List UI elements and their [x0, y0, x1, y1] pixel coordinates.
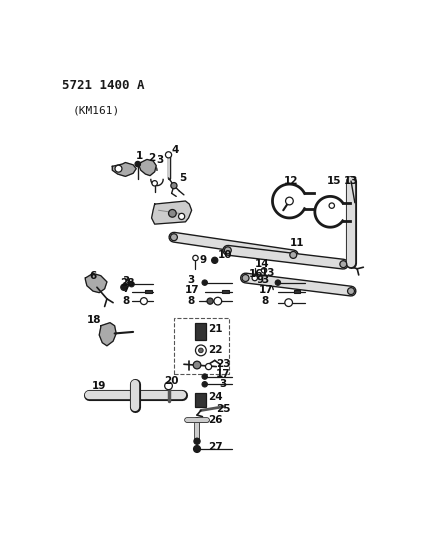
Circle shape: [285, 197, 293, 205]
Bar: [294, 290, 300, 294]
Text: 3: 3: [261, 276, 268, 285]
Circle shape: [152, 181, 158, 186]
Circle shape: [202, 382, 208, 387]
Circle shape: [135, 161, 140, 167]
Text: 8: 8: [261, 296, 268, 306]
Circle shape: [290, 252, 297, 259]
Text: 8: 8: [122, 296, 130, 306]
Text: 13: 13: [343, 176, 358, 186]
Text: 4: 4: [172, 145, 179, 155]
Polygon shape: [85, 273, 107, 293]
Text: 17: 17: [259, 285, 273, 295]
Circle shape: [115, 165, 122, 172]
Text: 12: 12: [284, 176, 298, 186]
Circle shape: [121, 284, 127, 290]
Circle shape: [193, 255, 198, 261]
Circle shape: [193, 446, 200, 453]
Text: 5: 5: [179, 173, 187, 183]
Text: 26: 26: [208, 415, 223, 425]
Text: 9: 9: [256, 276, 264, 285]
Polygon shape: [152, 201, 192, 224]
Circle shape: [224, 247, 231, 254]
Circle shape: [194, 438, 200, 445]
Circle shape: [207, 298, 213, 304]
Circle shape: [171, 182, 177, 189]
Text: 8: 8: [187, 296, 194, 306]
Text: 13: 13: [261, 269, 276, 278]
Circle shape: [140, 297, 147, 304]
Circle shape: [212, 257, 218, 263]
Text: 7: 7: [122, 284, 130, 294]
Polygon shape: [139, 159, 156, 175]
Circle shape: [214, 297, 222, 305]
Text: 3: 3: [122, 276, 130, 286]
Bar: [174, 318, 229, 374]
Circle shape: [329, 203, 334, 208]
Text: 16: 16: [249, 269, 263, 279]
Circle shape: [166, 152, 172, 158]
Text: (KM161): (KM161): [73, 105, 120, 115]
Text: 18: 18: [87, 316, 101, 325]
Bar: [196, 324, 206, 341]
Text: 24: 24: [208, 392, 223, 401]
Text: 17: 17: [185, 285, 199, 295]
Text: 25: 25: [216, 404, 231, 414]
Circle shape: [242, 274, 249, 281]
Text: 6: 6: [89, 271, 96, 281]
Circle shape: [193, 361, 201, 369]
Circle shape: [202, 280, 208, 285]
Circle shape: [205, 364, 212, 370]
Text: 10: 10: [218, 250, 232, 260]
Text: 27: 27: [208, 442, 223, 453]
Text: 19: 19: [92, 381, 106, 391]
Circle shape: [285, 299, 292, 306]
Polygon shape: [99, 322, 116, 346]
Text: 22: 22: [208, 345, 223, 356]
Circle shape: [165, 382, 172, 390]
Text: 17: 17: [216, 369, 231, 379]
Circle shape: [129, 281, 134, 287]
Circle shape: [348, 288, 354, 295]
Text: 11: 11: [289, 238, 304, 248]
Circle shape: [178, 213, 185, 220]
Circle shape: [170, 234, 177, 241]
Circle shape: [275, 280, 281, 285]
Text: 1: 1: [136, 151, 143, 161]
Circle shape: [199, 348, 203, 353]
Text: 23: 23: [216, 359, 231, 369]
Circle shape: [169, 209, 176, 217]
Bar: [146, 290, 152, 294]
Text: 14: 14: [255, 259, 269, 269]
Text: 20: 20: [164, 376, 178, 386]
Text: 3: 3: [156, 155, 163, 165]
Text: 28: 28: [120, 278, 134, 288]
Text: 2: 2: [149, 153, 156, 163]
Text: 3: 3: [219, 378, 226, 389]
Bar: [196, 393, 206, 407]
Circle shape: [340, 261, 347, 268]
Text: 5721 1400 A: 5721 1400 A: [62, 79, 145, 92]
Text: 9: 9: [199, 255, 206, 265]
Circle shape: [252, 276, 258, 281]
Text: 21: 21: [208, 324, 223, 334]
Text: 3: 3: [187, 274, 194, 285]
Circle shape: [262, 268, 267, 273]
Text: 15: 15: [327, 176, 341, 186]
Bar: [223, 290, 229, 294]
Polygon shape: [112, 163, 136, 176]
Circle shape: [196, 345, 206, 356]
Circle shape: [202, 374, 208, 379]
